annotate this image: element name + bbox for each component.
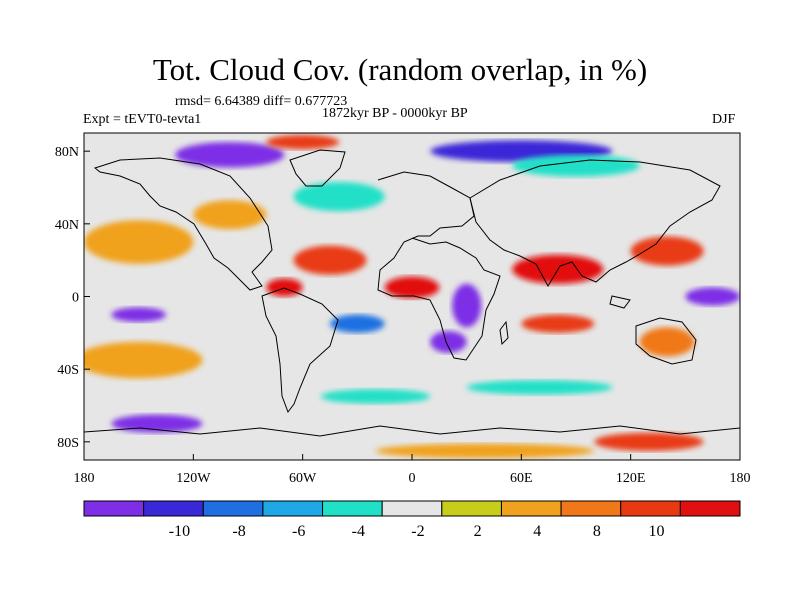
- colorbar-swatch: [143, 500, 204, 517]
- x-tick-label: 120W: [176, 471, 211, 486]
- y-tick-label: 80N: [55, 145, 79, 160]
- field-south-atlantic-blue: [330, 314, 385, 333]
- x-tick-label: 0: [409, 471, 416, 486]
- x-tick-label: 60W: [289, 471, 317, 486]
- y-tick-label: 40N: [55, 218, 79, 233]
- season-label: DJF: [712, 112, 736, 127]
- x-tick-label: 180: [74, 471, 95, 486]
- colorbar-label: 4: [533, 523, 541, 540]
- period-line: 1872kyr BP - 0000kyr BP: [322, 106, 468, 121]
- field-arctic-red: [266, 134, 340, 150]
- colorbar-swatch: [322, 500, 383, 517]
- colorbar-label: 8: [593, 523, 601, 540]
- colorbar-label: -6: [292, 523, 305, 540]
- colorbar-label: -8: [232, 523, 245, 540]
- x-tick-label: 120E: [616, 471, 646, 486]
- colorbar-swatch: [441, 500, 502, 517]
- x-axis-ticks: 180 120W 60W 0 60E 120E 180: [74, 454, 751, 486]
- field-north-orange: [193, 200, 267, 230]
- colorbar-label: -10: [169, 523, 190, 540]
- field-south-pacific-orange: [84, 341, 203, 379]
- colorbar-label: -4: [352, 523, 365, 540]
- y-tick-label: 80S: [57, 436, 79, 451]
- field-arctic-purple: [175, 142, 285, 168]
- plot-title: Tot. Cloud Cov. (random overlap, in %): [152, 52, 648, 87]
- field-southern-indian-cyan: [466, 380, 613, 395]
- field-east-pacific-purple: [111, 307, 166, 322]
- colorbar-label: 2: [474, 523, 482, 540]
- colorbar: -10 -8 -6 -4 -2 2 4 8 10: [83, 500, 741, 540]
- colorbar-label: 10: [649, 523, 665, 540]
- field-southern-cyan: [320, 389, 431, 404]
- experiment-label: Expt = tEVT0-tevta1: [83, 112, 202, 127]
- y-tick-label: 40S: [57, 363, 79, 378]
- field-antarctic-red: [594, 432, 704, 451]
- colorbar-swatch: [500, 500, 562, 517]
- field-antarctic-orange: [375, 443, 595, 459]
- x-tick-label: 180: [730, 471, 751, 486]
- x-tick-label: 60E: [510, 471, 533, 486]
- colorbar-swatch: [262, 500, 324, 517]
- field-indian-south-red: [521, 314, 595, 333]
- y-axis-ticks: 80N 40N 0 40S 80S: [55, 145, 90, 451]
- colorbar-swatch: [83, 500, 145, 517]
- colorbar-swatch: [381, 500, 443, 517]
- field-africa-red: [384, 276, 440, 299]
- field-africa-purple: [452, 283, 482, 328]
- coastlines: [84, 149, 740, 437]
- field-pacific-warm: [630, 236, 704, 266]
- field-eurasia-cyan: [512, 154, 640, 177]
- field-north-pacific-warm: [84, 220, 194, 264]
- colorbar-swatch: [679, 500, 741, 517]
- field-pacific-purple: [685, 287, 740, 306]
- field-africa-south-purple: [430, 331, 467, 353]
- colorbar-swatch: [202, 500, 264, 517]
- field-australia-orange: [639, 327, 695, 357]
- field-north-atlantic-mix: [293, 182, 385, 212]
- y-tick-label: 0: [72, 291, 79, 306]
- colorbar-label: -2: [411, 523, 424, 540]
- colorbar-swatch: [560, 500, 622, 517]
- stats-line: rmsd= 6.64389 diff= 0.677723: [175, 94, 348, 109]
- colorbar-swatch: [620, 500, 681, 517]
- field-caribbean-red: [266, 278, 303, 297]
- field-mid-atlantic-red: [293, 245, 367, 275]
